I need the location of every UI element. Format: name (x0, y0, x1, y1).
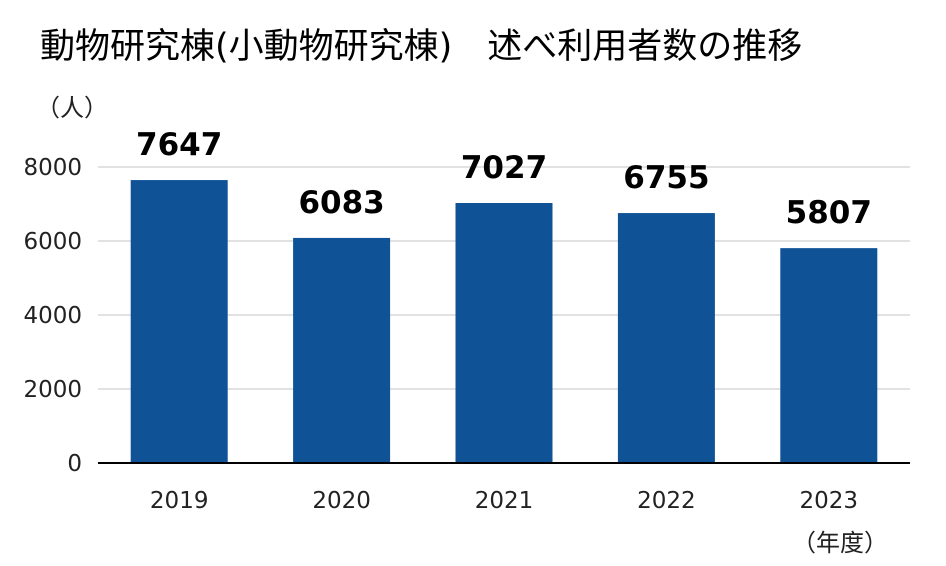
data-labels: 7647 6083 7027 6755 5807 (136, 127, 872, 231)
bar (617, 213, 715, 463)
bars (130, 180, 878, 463)
x-tick-label: 2023 (800, 488, 859, 514)
chart-title: 動物研究棟(小動物研究棟) 述べ利用者数の推移 (40, 27, 803, 67)
x-tick-labels: 2019 2020 2021 2022 2023 (150, 488, 858, 514)
x-tick-label: 2019 (150, 488, 209, 514)
data-label: 6083 (298, 185, 384, 221)
bar (455, 203, 553, 463)
data-label: 7027 (461, 150, 547, 186)
data-label: 6755 (623, 160, 709, 196)
data-label: 5807 (786, 195, 872, 231)
y-tick-label: 0 (67, 451, 82, 477)
data-label: 7647 (136, 127, 222, 163)
x-tick-label: 2022 (637, 488, 696, 514)
y-tick-label: 2000 (23, 377, 82, 403)
bar (130, 180, 228, 463)
y-tick-label: 8000 (23, 155, 82, 181)
y-axis-unit-label: （人） (36, 94, 108, 122)
x-tick-label: 2020 (312, 488, 371, 514)
y-tick-label: 4000 (23, 303, 82, 329)
y-tick-labels: 0 2000 4000 6000 8000 (23, 155, 82, 477)
x-tick-label: 2021 (475, 488, 534, 514)
x-axis-unit-label: （年度） (792, 529, 888, 557)
bar (780, 248, 878, 463)
bar (293, 237, 391, 463)
y-tick-label: 6000 (23, 229, 82, 255)
